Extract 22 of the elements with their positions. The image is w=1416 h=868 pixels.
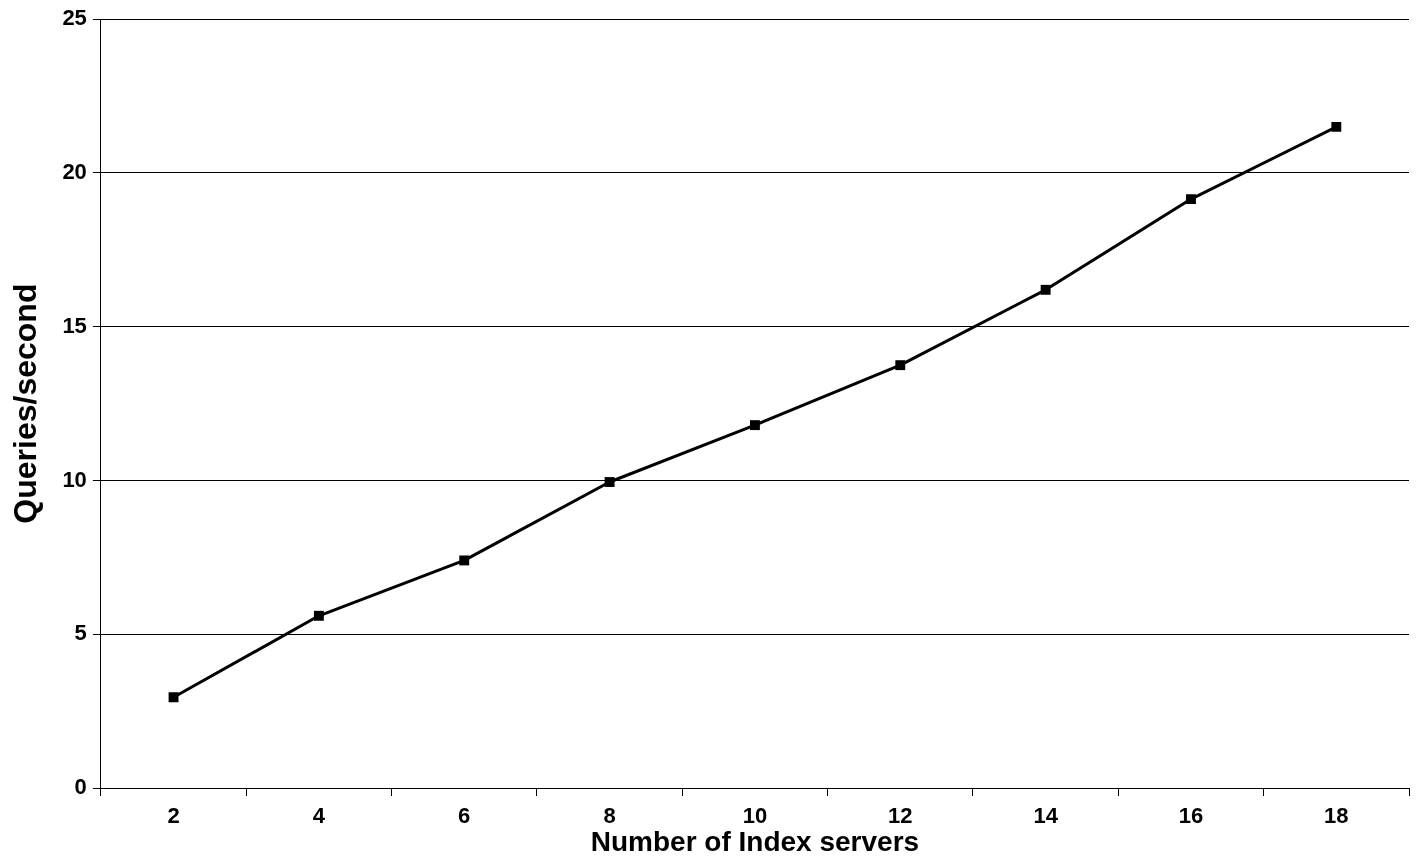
point bbox=[1186, 194, 1196, 205]
point bbox=[749, 420, 760, 431]
point bbox=[895, 360, 906, 371]
y-tick-label: 10 bbox=[62, 466, 87, 492]
point bbox=[1040, 284, 1051, 295]
point bbox=[604, 477, 615, 487]
x-tick-label: 6 bbox=[458, 803, 471, 829]
y-tick-label: 5 bbox=[74, 620, 87, 646]
point bbox=[1331, 121, 1342, 132]
point bbox=[459, 555, 470, 566]
y-axis-title: Queries/second bbox=[7, 283, 44, 524]
x-tick-label: 2 bbox=[167, 803, 180, 829]
y-tick-label: 0 bbox=[74, 774, 87, 800]
y-tick-label: 25 bbox=[62, 5, 87, 31]
x-tick-label: 18 bbox=[1324, 803, 1349, 829]
x-tick-label: 16 bbox=[1178, 803, 1204, 829]
x-tick-label: 4 bbox=[312, 803, 326, 829]
y-tick-label: 20 bbox=[62, 159, 87, 185]
point bbox=[168, 692, 179, 703]
y-tick-label: 15 bbox=[62, 312, 87, 338]
x-tick-label: 14 bbox=[1033, 803, 1059, 829]
point bbox=[313, 610, 324, 621]
